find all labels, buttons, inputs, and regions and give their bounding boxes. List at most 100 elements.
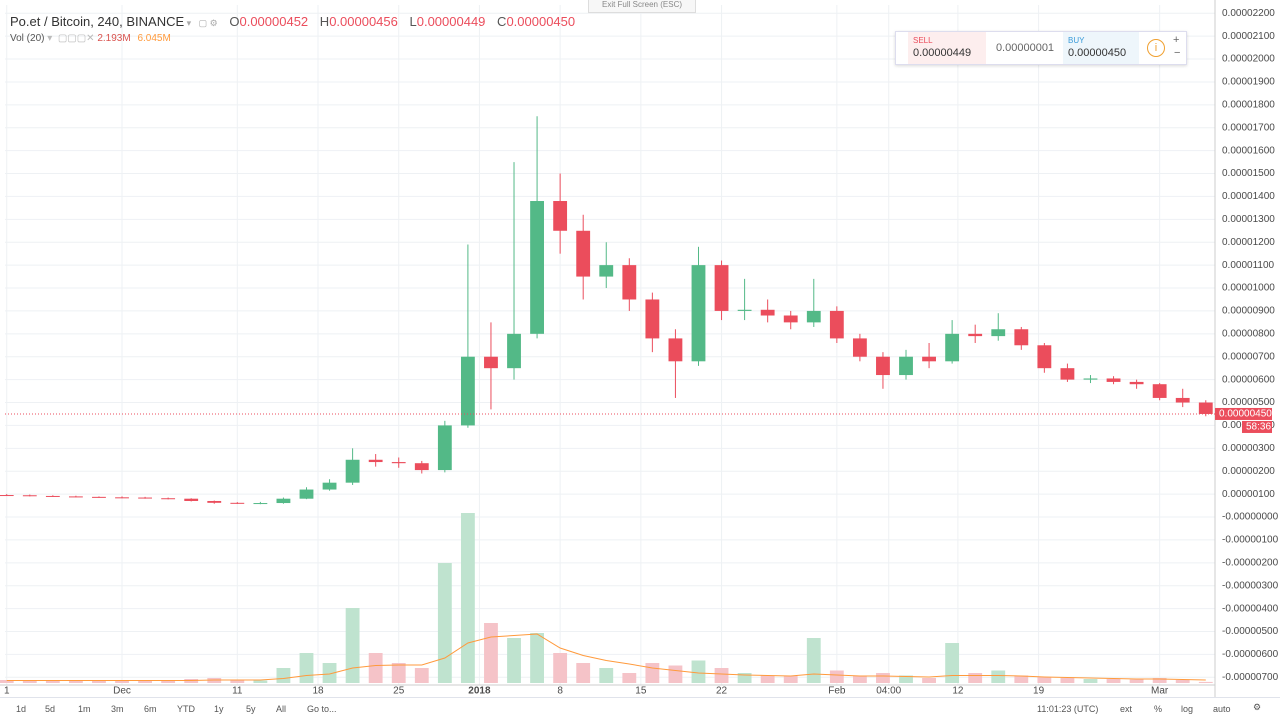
range-button[interactable]: 3m xyxy=(111,704,124,714)
countdown: 58:36 xyxy=(1246,422,1271,433)
candle-body xyxy=(968,333,983,337)
symbol[interactable]: Po.et / Bitcoin, 240, BINANCE xyxy=(10,14,185,29)
zoom-out[interactable]: − xyxy=(1174,47,1181,59)
volume-bar xyxy=(414,668,429,683)
volume-bar xyxy=(161,681,176,683)
volume-bar xyxy=(922,678,936,683)
candle-body xyxy=(92,496,106,498)
exit-fullscreen[interactable]: Exit Full Screen (ESC) xyxy=(588,0,696,13)
volume-bar xyxy=(645,663,660,683)
y-tick-label: -0.00000500 xyxy=(1222,626,1279,637)
volume-bar xyxy=(945,643,960,683)
volume-bar xyxy=(1152,678,1167,683)
buy-price: 0.00000450 xyxy=(1068,47,1127,59)
candle-body xyxy=(806,310,821,323)
volume-bar xyxy=(1129,679,1144,683)
y-tick-label: 0.00002100 xyxy=(1222,31,1275,42)
zoom-in[interactable]: + xyxy=(1173,34,1180,46)
volume-value: 2.193M xyxy=(97,33,131,44)
buy-label: BUY xyxy=(1068,36,1085,45)
volume-bar xyxy=(115,681,129,683)
volume-bar xyxy=(1060,678,1075,683)
y-tick-label: 0.00000200 xyxy=(1222,466,1275,477)
trade-widget: SELL 0.00000449 0.00000001 BUY 0.0000045… xyxy=(895,31,1187,65)
volume-bar xyxy=(299,653,314,683)
candle-body xyxy=(945,333,960,362)
range-button[interactable]: 1d xyxy=(16,704,27,714)
volume-bar xyxy=(714,668,729,683)
toggle-button[interactable]: ext xyxy=(1120,704,1133,714)
candle-body xyxy=(599,265,614,277)
candle-body xyxy=(668,338,683,362)
volume-bar xyxy=(322,663,337,683)
candle-body xyxy=(45,495,60,497)
ohlc-key: L xyxy=(409,14,417,29)
volume-bar xyxy=(507,638,521,683)
volume-bar xyxy=(92,680,106,683)
toggle-button[interactable]: log xyxy=(1181,704,1194,714)
y-tick-label: 0.00001800 xyxy=(1222,99,1275,110)
range-button[interactable]: All xyxy=(276,704,287,714)
volume-bar xyxy=(622,673,637,683)
range-button[interactable]: 5y xyxy=(246,704,256,714)
volume-bar xyxy=(876,673,890,683)
y-tick-label: 0.00001600 xyxy=(1222,145,1275,156)
volume-bar xyxy=(1106,679,1121,683)
ohlc-value: 0.00000452 xyxy=(239,14,309,29)
y-tick-label: 0.00001500 xyxy=(1222,168,1275,179)
y-tick-label: 0.00000100 xyxy=(1222,489,1275,500)
candle-body xyxy=(645,299,660,339)
goto-button[interactable]: Go to... xyxy=(307,704,337,714)
volume-bar xyxy=(576,663,591,683)
candle-body xyxy=(207,500,222,503)
candle-body xyxy=(829,310,844,339)
volume-name[interactable]: Vol (20) xyxy=(10,33,45,44)
candle-body xyxy=(1175,397,1190,403)
volume-bar xyxy=(783,675,798,683)
settings-icon[interactable]: ⚙ xyxy=(1253,702,1262,712)
y-tick-label: 0.00001900 xyxy=(1222,77,1275,88)
sell-price: 0.00000449 xyxy=(913,47,972,59)
range-button[interactable]: 5d xyxy=(45,704,56,714)
volume-bar xyxy=(760,675,775,683)
x-tick-label: 15 xyxy=(635,686,647,697)
candle-body xyxy=(22,495,37,497)
candle-body xyxy=(1198,402,1213,414)
y-tick-label: 0.00000300 xyxy=(1222,443,1275,454)
toggle-button[interactable]: auto xyxy=(1213,704,1231,714)
x-tick-label: 19 xyxy=(1033,686,1045,697)
candle-body xyxy=(576,230,591,277)
volume-bar xyxy=(1175,680,1190,683)
sell-button[interactable]: SELL 0.00000449 xyxy=(908,32,986,64)
y-tick-label: 0.00002000 xyxy=(1222,54,1275,65)
candle-body xyxy=(1014,329,1029,346)
volume-bar xyxy=(806,638,821,683)
volume-bar xyxy=(45,680,60,683)
candle-body xyxy=(161,498,176,500)
volume-bar xyxy=(391,663,406,683)
candle-body xyxy=(0,495,14,497)
candle-body xyxy=(68,496,83,498)
range-button[interactable]: 1m xyxy=(78,704,91,714)
y-tick-label: 0.00000600 xyxy=(1222,374,1275,385)
candle-body xyxy=(622,265,637,300)
range-button[interactable]: 1y xyxy=(214,704,224,714)
y-tick-label: -0.00000300 xyxy=(1222,580,1279,591)
range-button[interactable]: YTD xyxy=(177,704,195,714)
y-tick-label: 0.00001200 xyxy=(1222,237,1275,248)
volume-bar xyxy=(0,680,14,683)
y-tick-label: 0.00001400 xyxy=(1222,191,1275,202)
toggle-button[interactable]: % xyxy=(1154,704,1163,714)
volume-bar xyxy=(691,660,706,683)
candle-body xyxy=(1152,384,1167,398)
range-button[interactable]: 6m xyxy=(144,704,157,714)
candle-body xyxy=(852,338,867,357)
info-icon[interactable]: i xyxy=(1147,39,1165,57)
candle-body xyxy=(391,462,406,464)
x-tick-label: 04:00 xyxy=(876,686,901,697)
volume-bar xyxy=(899,675,913,683)
buy-button[interactable]: BUY 0.00000450 xyxy=(1063,32,1139,64)
volume-bar xyxy=(22,680,37,683)
y-tick-label: 0.00001300 xyxy=(1222,214,1275,225)
y-tick-label: 0.00000800 xyxy=(1222,328,1275,339)
